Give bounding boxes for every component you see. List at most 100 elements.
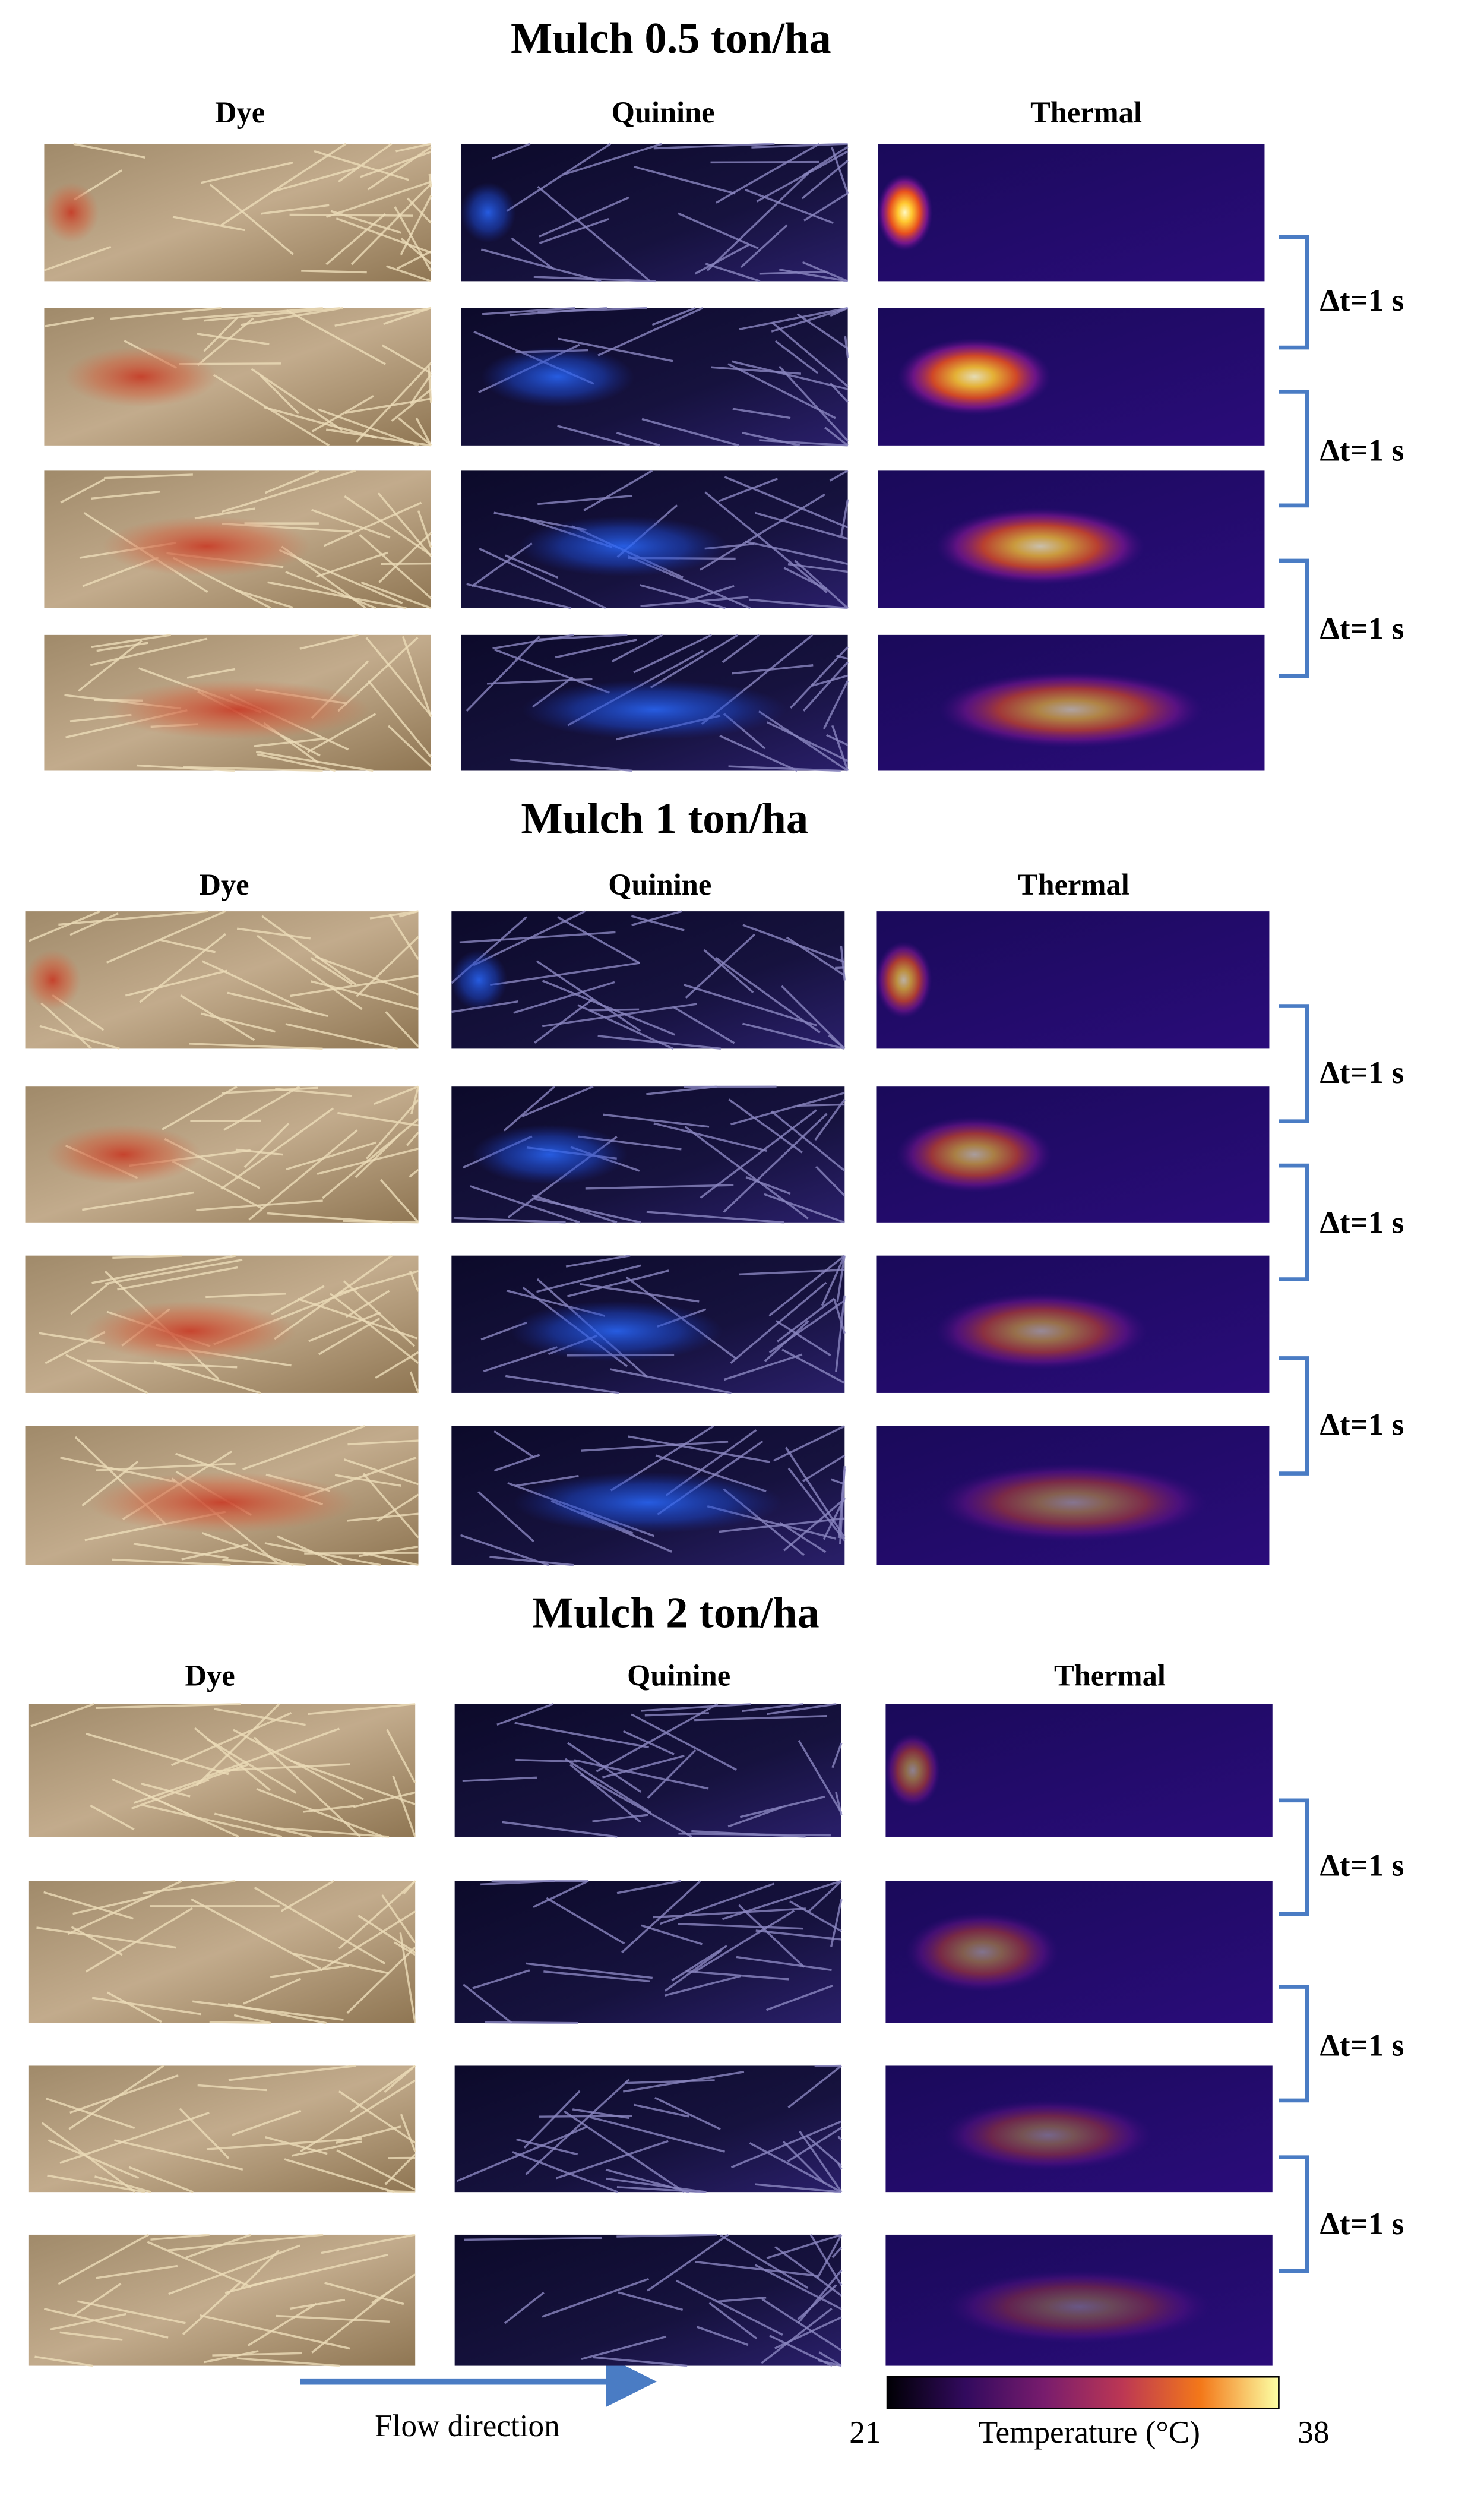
straw (91, 1254, 236, 1284)
straw (95, 1702, 241, 1709)
straw (773, 1425, 846, 1462)
straw (205, 1293, 286, 1299)
straw (212, 2352, 302, 2357)
straw (255, 750, 374, 772)
straw (105, 1259, 243, 1285)
straw (724, 476, 849, 529)
straw (767, 1702, 837, 1716)
image-th (878, 144, 1265, 282)
straw (112, 1254, 182, 1259)
straw (491, 143, 531, 160)
straw (371, 2273, 416, 2304)
straw (736, 1956, 832, 1972)
straw (223, 1085, 300, 1131)
straw (722, 634, 760, 664)
column-header: Quinine (608, 868, 711, 901)
straw (400, 195, 432, 255)
straw (485, 2021, 578, 2024)
straw (797, 2284, 837, 2320)
straw (831, 725, 849, 772)
straw (275, 1088, 352, 1097)
straw (806, 2135, 843, 2167)
straw (110, 307, 222, 320)
straw (206, 1738, 297, 1794)
straw (222, 469, 356, 513)
column-header: Thermal (1030, 96, 1142, 129)
straw (343, 1458, 419, 1486)
straw (58, 2234, 150, 2285)
straw (85, 1907, 194, 1973)
straw (319, 1910, 416, 1972)
straw (787, 563, 848, 573)
straw (318, 1317, 381, 1356)
straw (633, 165, 736, 195)
straw (783, 1498, 846, 1552)
straw (463, 1983, 513, 2024)
section-title: Mulch 1 ton/ha (521, 794, 808, 843)
straw (206, 1727, 340, 1777)
straw (125, 969, 227, 997)
straw (799, 2130, 843, 2193)
straw (711, 366, 802, 375)
tracer-dye (64, 346, 218, 408)
straw (534, 997, 594, 1044)
straw (569, 1764, 641, 1823)
straw (387, 2190, 416, 2193)
straw (706, 168, 814, 271)
straw (831, 1742, 843, 1768)
image-dye (28, 1881, 416, 2023)
straw (196, 1199, 323, 1211)
interval-label: Δt=1 s (1320, 1847, 1404, 1882)
straw (618, 2291, 684, 2311)
straw (789, 1900, 842, 1932)
image-qui (461, 144, 848, 282)
straw (479, 548, 606, 609)
straw (678, 212, 759, 249)
straw (289, 213, 413, 217)
straw (34, 2355, 93, 2367)
straw (376, 1493, 419, 1523)
straw (395, 143, 432, 153)
straw (384, 2065, 416, 2093)
straw (531, 1194, 618, 1224)
straw (723, 1353, 803, 1381)
straw (204, 307, 341, 322)
straw (172, 216, 245, 232)
straw (710, 160, 820, 164)
straw (822, 680, 849, 729)
straw (28, 910, 101, 942)
straw (616, 1880, 681, 1894)
image-qui (454, 1881, 841, 2023)
straw (410, 1086, 420, 1114)
straw (380, 1179, 419, 1223)
straw (526, 1962, 653, 1979)
straw (286, 309, 387, 365)
straw (784, 1446, 846, 1539)
straw (786, 936, 846, 977)
straw (516, 2138, 578, 2156)
straw (515, 1758, 577, 1763)
straw (394, 206, 432, 272)
straw (310, 957, 353, 985)
straw (214, 1812, 312, 1838)
straw (502, 1821, 618, 1838)
interval-bracket (1279, 235, 1309, 350)
straw (322, 1118, 419, 1199)
interval-label: Δt=1 s (1320, 2206, 1404, 2241)
straw (67, 1880, 183, 1935)
straw (400, 237, 432, 265)
straw (779, 269, 848, 283)
straw (179, 2108, 230, 2159)
straw (745, 540, 848, 565)
interval-bracket (1279, 1356, 1309, 1476)
straw (556, 2140, 669, 2180)
straw (602, 1755, 685, 1779)
straw (233, 1729, 364, 1801)
straw (133, 1543, 229, 1559)
straw (654, 2096, 721, 2131)
straw (197, 333, 270, 346)
straw (221, 1086, 318, 1094)
straw (367, 146, 432, 191)
interval-label: Δt=1 s (1320, 1205, 1404, 1240)
